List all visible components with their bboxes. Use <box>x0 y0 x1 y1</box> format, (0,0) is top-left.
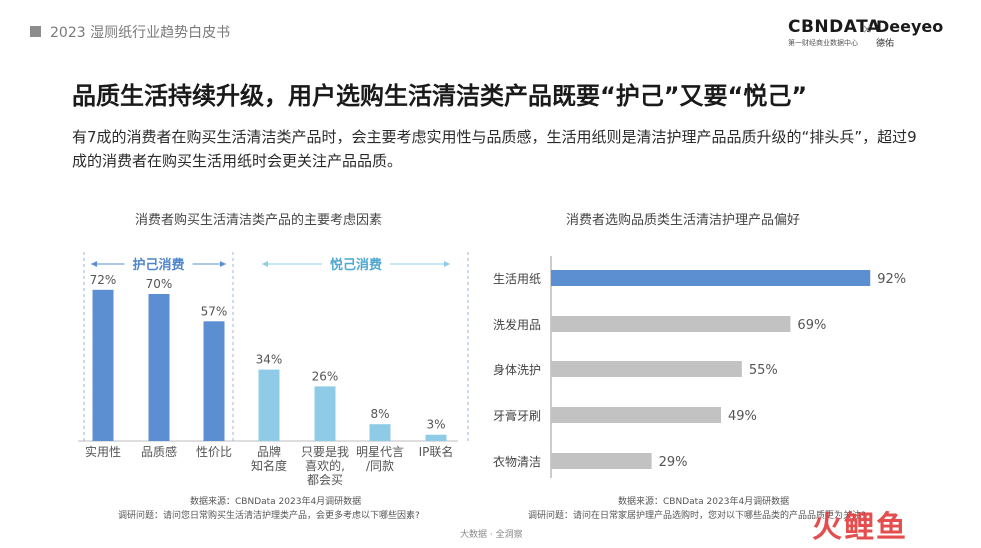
deeyeo-logo-subtitle: 德佑 <box>876 39 895 49</box>
bar-category-label-6: /同款 <box>366 459 394 473</box>
bar-value-label-5: 26% <box>312 369 339 383</box>
group-label-2: 悦己消费 <box>330 257 382 273</box>
bar-category-label-7: IP联名 <box>419 444 454 459</box>
bar-category-label-6: 明星代言 <box>356 445 404 459</box>
hbar-value-label-5: 29% <box>659 455 688 470</box>
cbndata-logo: CBNDATA <box>788 17 881 37</box>
bar-5 <box>314 386 336 441</box>
hbar-value-label-3: 55% <box>749 363 778 378</box>
bar-value-label-7: 3% <box>426 418 445 432</box>
bar-category-label-4: 品牌 <box>257 445 281 459</box>
bar-1 <box>92 289 114 441</box>
bar-2 <box>148 294 170 441</box>
watermark-logo: 火鲤鱼 <box>812 510 908 545</box>
bar-7 <box>425 434 447 441</box>
group-label-1: 护己消费 <box>132 257 184 273</box>
deeyeo-logo: Deeyeo <box>876 17 944 36</box>
group-arrow-head-left-1 <box>91 261 97 267</box>
left-chart-question: 调研问题：请问您日常购买生活清洁护理类产品，会更多考虑以下哪些因素? <box>118 511 420 521</box>
hbar-4 <box>551 407 722 423</box>
bar-category-label-1: 实用性 <box>85 444 121 459</box>
cbndata-logo-subtitle: 第一财经商业数据中心 <box>788 39 858 47</box>
bar-category-label-5: 只要是我 <box>301 445 349 459</box>
bar-value-label-6: 8% <box>370 407 389 421</box>
right-chart-source: 数据来源：CBNData 2023年4月调研数据 <box>618 497 790 507</box>
hbar-value-label-1: 92% <box>877 272 906 287</box>
page-headline: 品质生活持续升级，用户选购生活清洁类产品既要“护己”又要“悦己” <box>72 82 808 110</box>
group-arrow-head-left-2 <box>262 261 268 267</box>
footer-tagline: 大数据 · 全洞察 <box>460 530 523 540</box>
bar-value-label-3: 57% <box>201 304 228 318</box>
hbar-value-label-2: 69% <box>797 318 826 333</box>
hbar-5 <box>551 453 652 469</box>
bar-category-label-5: 都会买 <box>307 473 343 487</box>
bar-6 <box>369 424 391 441</box>
group-arrow-head-right-2 <box>444 261 450 267</box>
bar-category-label-2: 品质感 <box>141 444 177 459</box>
hbar-2 <box>551 316 791 332</box>
hbar-category-label-4: 牙膏牙刷 <box>493 408 541 423</box>
header-square-icon <box>30 26 41 37</box>
bar-category-label-3: 性价比 <box>196 445 232 459</box>
left-chart-title: 消费者购买生活清洁类产品的主要考虑因素 <box>135 213 383 228</box>
bar-value-label-4: 34% <box>256 353 283 367</box>
bar-category-label-4: 知名度 <box>251 458 287 473</box>
hbar-3 <box>551 361 742 377</box>
bar-value-label-2: 70% <box>146 277 173 291</box>
page-subtext: 有7成的消费者在购买生活清洁类产品时，会主要考虑实用性与品质感，生活用纸则是清洁… <box>72 128 917 170</box>
report-title: 2023 湿厕纸行业趋势白皮书 <box>50 25 231 41</box>
bar-value-label-1: 72% <box>90 273 117 287</box>
logo-separator: × <box>862 22 873 36</box>
right-chart-title: 消费者选购品质类生活清洁护理产品偏好 <box>566 213 801 228</box>
hbar-category-label-2: 洗发用品 <box>493 317 541 332</box>
bar-4 <box>258 369 280 441</box>
hbar-value-label-4: 49% <box>728 409 757 424</box>
hbar-1 <box>551 270 871 286</box>
right-chart-question: 调研问题：请问在日常家居护理产品选购时，您对以下哪些品类的产品品质更为关注? <box>528 511 866 521</box>
left-chart-source: 数据来源：CBNData 2023年4月调研数据 <box>190 497 362 507</box>
group-arrow-head-right-1 <box>220 261 226 267</box>
hbar-category-label-1: 生活用纸 <box>493 272 541 286</box>
bar-category-label-5: 喜欢的, <box>305 458 345 473</box>
hbar-category-label-5: 衣物清洁 <box>493 454 541 469</box>
hbar-category-label-3: 身体洗护 <box>493 362 541 377</box>
bar-3 <box>203 321 225 441</box>
